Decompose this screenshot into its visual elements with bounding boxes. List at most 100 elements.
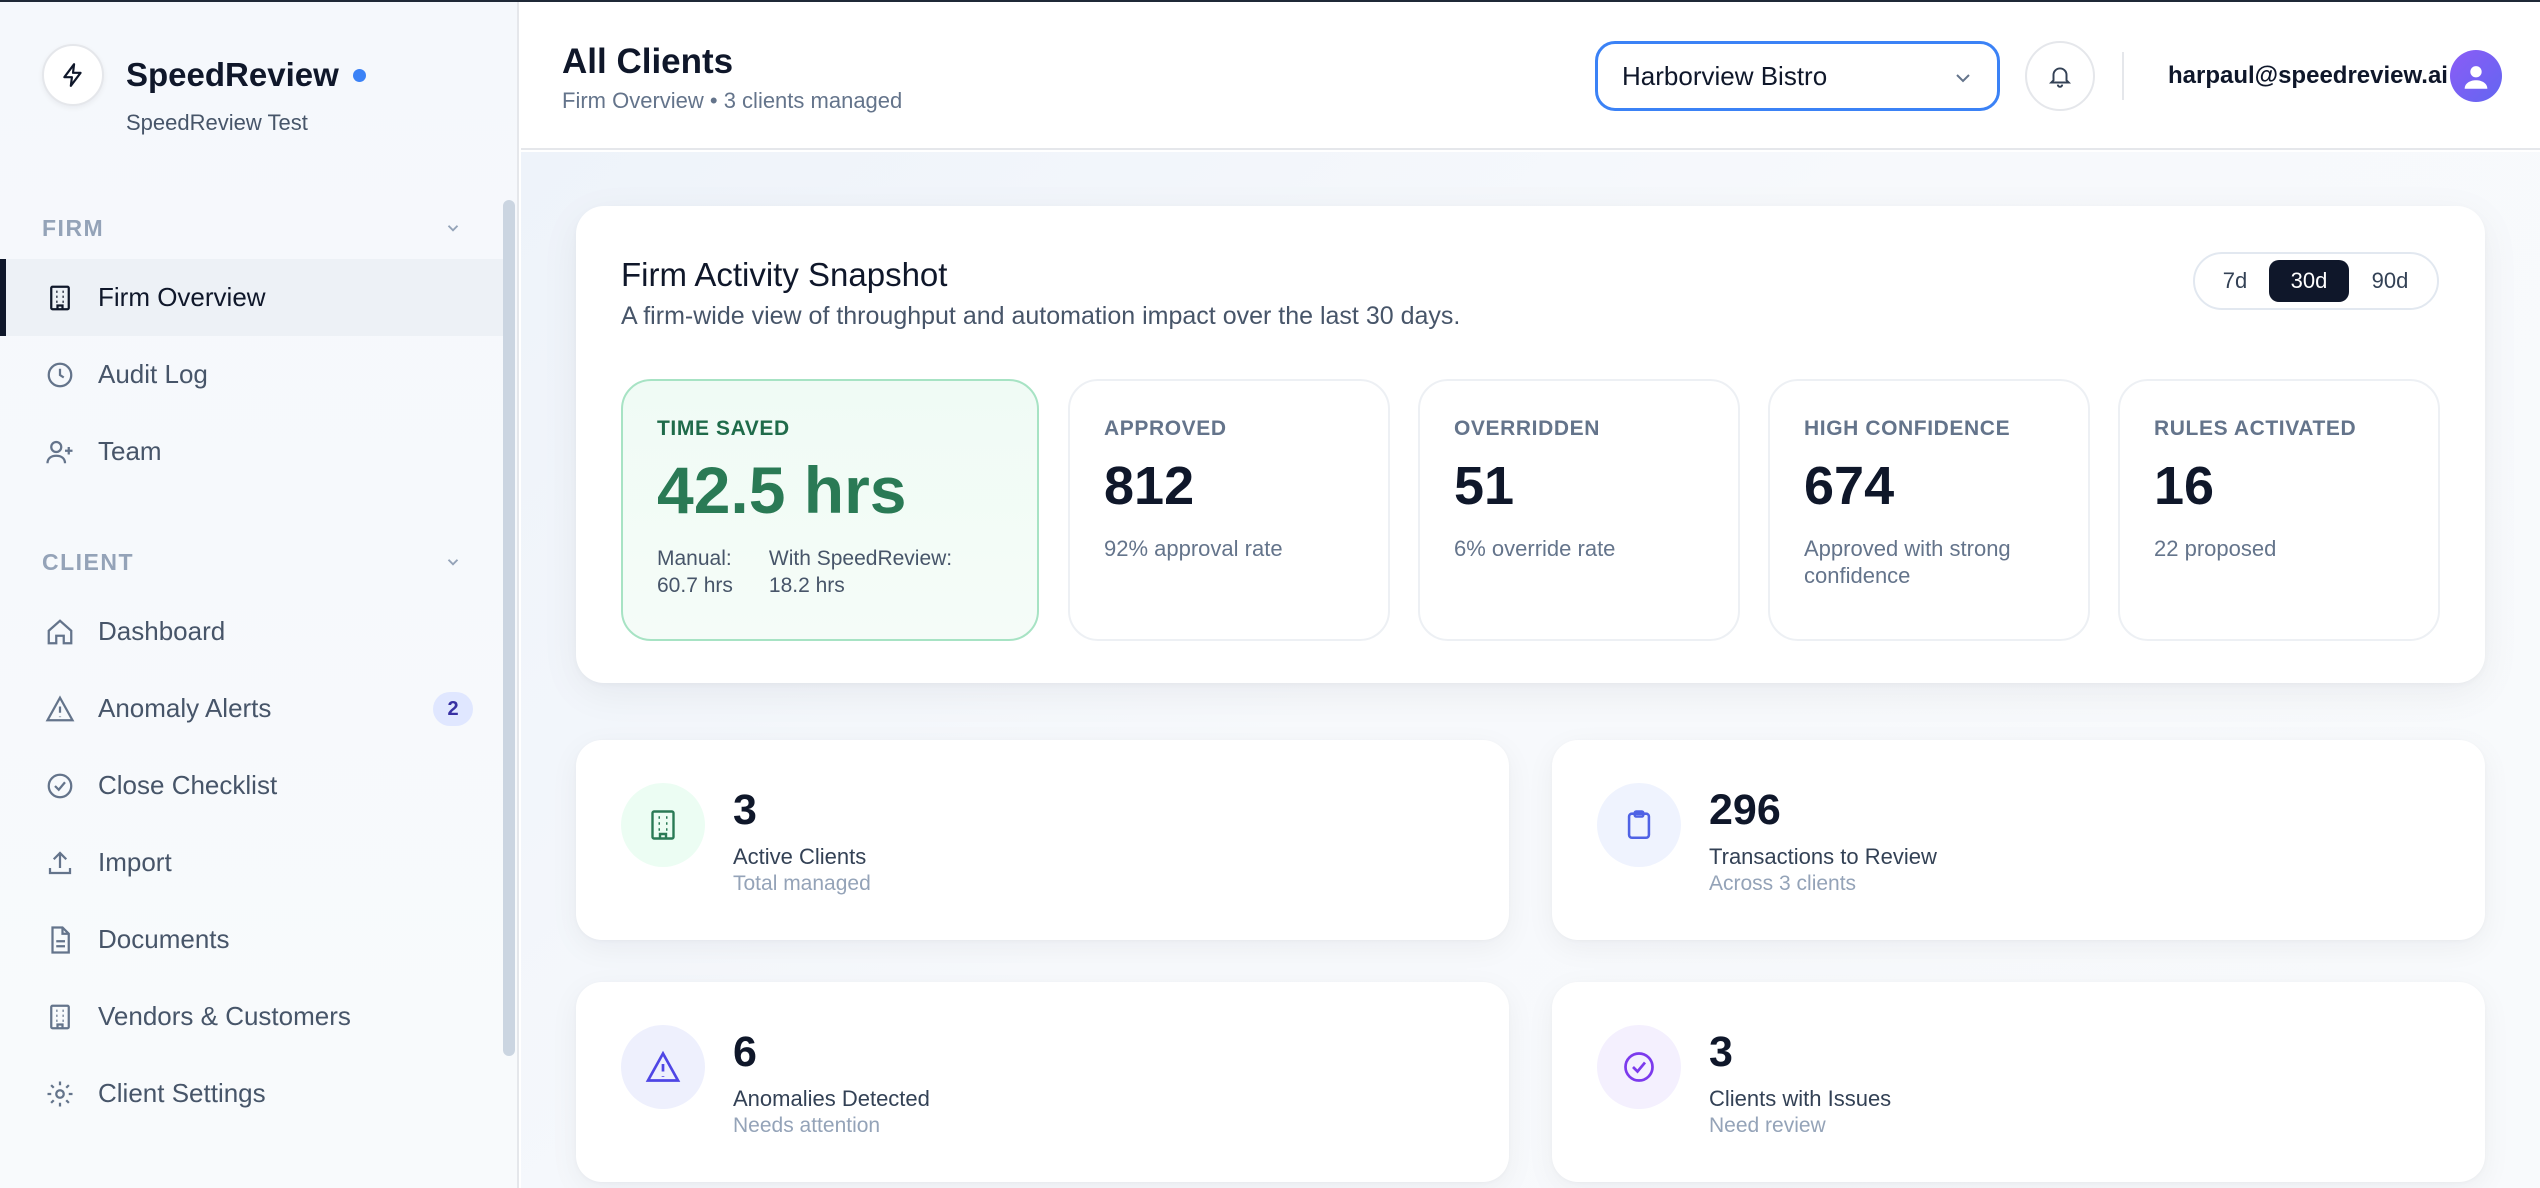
metric-label: RULES ACTIVATED [2154, 417, 2357, 440]
stat-sublabel: Needs attention [733, 1114, 881, 1137]
metric-value: 51 [1454, 456, 1515, 516]
range-7d-button[interactable]: 7d [2222, 268, 2248, 293]
user-icon [2464, 66, 2488, 89]
range-30d-button[interactable]: 30d [2269, 260, 2349, 302]
alert-triangle-icon [621, 1025, 705, 1109]
metric-overridden: OVERRIDDEN 51 6% override rate [1418, 379, 1740, 641]
sidebar-item-label: Firm Overview [98, 282, 266, 312]
metric-approved: APPROVED 812 92% approval rate [1068, 379, 1390, 641]
lightning-icon[interactable] [42, 44, 104, 106]
file-icon [42, 922, 78, 958]
stat-value: 296 [1709, 786, 1781, 834]
metric-value: 812 [1104, 456, 1195, 516]
sidebar-item-documents[interactable]: Documents [0, 901, 503, 978]
page-title: All Clients [562, 42, 734, 81]
avatar[interactable] [2450, 50, 2502, 102]
brand-name: SpeedReview [126, 56, 339, 93]
sidebar-item-anomaly-alerts[interactable]: Anomaly Alerts 2 [0, 670, 503, 747]
stat-label: Active Clients [733, 844, 867, 869]
manual-value: 60.7 hrs [657, 574, 733, 597]
gear-icon [42, 1076, 78, 1112]
metric-high-confidence: HIGH CONFIDENCE 674 Approved with strong… [1768, 379, 2090, 641]
stat-card-clients-with-issues[interactable]: 3 Clients with Issues Need review [1552, 982, 2485, 1182]
sidebar-item-label: Vendors & Customers [98, 1001, 351, 1031]
sidebar-item-firm-overview[interactable]: Firm Overview [0, 259, 503, 336]
main-content: Firm Activity Snapshot A firm-wide view … [521, 152, 2540, 1188]
metric-value: 674 [1804, 456, 1895, 516]
stat-label: Clients with Issues [1709, 1086, 1892, 1111]
chevron-down-icon [447, 559, 459, 566]
upload-icon [42, 845, 78, 881]
stat-value: 6 [733, 1028, 757, 1076]
stat-value: 3 [1709, 1028, 1733, 1076]
metric-label: APPROVED [1104, 417, 1227, 440]
stat-sublabel: Need review [1709, 1114, 1826, 1137]
building-icon [42, 280, 78, 316]
metric-value: 42.5 hrs [657, 453, 907, 527]
building-icon [42, 999, 78, 1035]
section-header-firm[interactable]: FIRM [42, 208, 462, 248]
alert-triangle-icon [42, 691, 78, 727]
snapshot-title: Firm Activity Snapshot [621, 256, 948, 293]
metric-note: Approved with strong confidence [1804, 536, 2011, 588]
sidebar-item-dashboard[interactable]: Dashboard [0, 593, 503, 670]
building-icon [621, 783, 705, 867]
sidebar-item-label: Dashboard [98, 616, 226, 646]
metric-rules-activated: RULES ACTIVATED 16 22 proposed [2118, 379, 2440, 641]
check-circle-icon [42, 768, 78, 804]
bell-icon [2048, 67, 2072, 88]
stat-label: Anomalies Detected [733, 1086, 930, 1111]
stat-card-transactions[interactable]: 296 Transactions to Review Across 3 clie… [1552, 740, 2485, 940]
sidebar-item-label: Audit Log [98, 359, 208, 389]
section-label-firm: FIRM [42, 214, 105, 241]
metric-label: HIGH CONFIDENCE [1804, 417, 2011, 440]
clipboard-icon [1597, 783, 1681, 867]
sidebar-scrollbar[interactable] [503, 200, 515, 1056]
notifications-button[interactable] [2025, 41, 2095, 111]
sidebar-item-audit-log[interactable]: Audit Log [0, 336, 503, 413]
sidebar-item-label: Team [98, 436, 162, 466]
metric-note: 92% approval rate [1104, 536, 1283, 561]
user-plus-icon [42, 434, 78, 470]
activity-snapshot-card: Firm Activity Snapshot A firm-wide view … [576, 206, 2485, 683]
metric-time-saved: TIME SAVED 42.5 hrs Manual: 60.7 hrs Wit… [621, 379, 1039, 641]
status-dot [352, 68, 366, 82]
metric-value: 16 [2154, 456, 2215, 516]
section-label-client: CLIENT [42, 548, 135, 575]
header-divider [2122, 52, 2124, 100]
stat-card-anomalies[interactable]: 6 Anomalies Detected Needs attention [576, 982, 1509, 1182]
range-toggle: 7d 30d 90d [2193, 252, 2439, 310]
range-90d-button[interactable]: 90d [2371, 268, 2409, 293]
sidebar-item-close-checklist[interactable]: Close Checklist [0, 747, 503, 824]
sidebar-item-import[interactable]: Import [0, 824, 503, 901]
with-speedreview-label: With SpeedReview: [768, 547, 953, 570]
stat-value: 3 [733, 786, 757, 834]
top-header: All Clients Firm Overview • 3 clients ma… [521, 2, 2540, 150]
page-subtitle: Firm Overview • 3 clients managed [562, 88, 903, 113]
metric-label: OVERRIDDEN [1454, 417, 1601, 440]
section-header-client[interactable]: CLIENT [42, 542, 462, 582]
metric-note: 6% override rate [1454, 536, 1616, 561]
sidebar-item-label: Close Checklist [98, 770, 278, 800]
stat-card-active-clients[interactable]: 3 Active Clients Total managed [576, 740, 1509, 940]
sidebar-item-label: Import [98, 847, 172, 877]
sidebar-item-label: Documents [98, 924, 230, 954]
brand: SpeedReview SpeedReview Test [42, 44, 366, 136]
manual-label: Manual: [657, 547, 732, 570]
brand-subtitle: SpeedReview Test [126, 110, 308, 135]
chevron-down-icon [447, 225, 459, 232]
stat-sublabel: Total managed [733, 872, 871, 895]
with-speedreview-value: 18.2 hrs [768, 574, 845, 597]
sidebar-item-team[interactable]: Team [0, 413, 503, 490]
client-select-value: Harborview Bistro [1622, 60, 1828, 91]
check-circle-icon [1597, 1025, 1681, 1109]
client-select[interactable]: Harborview Bistro [1595, 41, 2000, 111]
sidebar-item-vendors-customers[interactable]: Vendors & Customers [0, 978, 503, 1055]
user-email[interactable]: harpaul@speedreview.ai [2168, 62, 2448, 89]
snapshot-subtitle: A firm-wide view of throughput and autom… [621, 302, 1461, 330]
sidebar-item-client-settings[interactable]: Client Settings [0, 1055, 503, 1132]
metric-label: TIME SAVED [657, 417, 790, 440]
metric-note: 22 proposed [2154, 536, 2277, 561]
stat-sublabel: Across 3 clients [1709, 872, 1857, 895]
sidebar-item-label: Client Settings [98, 1078, 266, 1108]
